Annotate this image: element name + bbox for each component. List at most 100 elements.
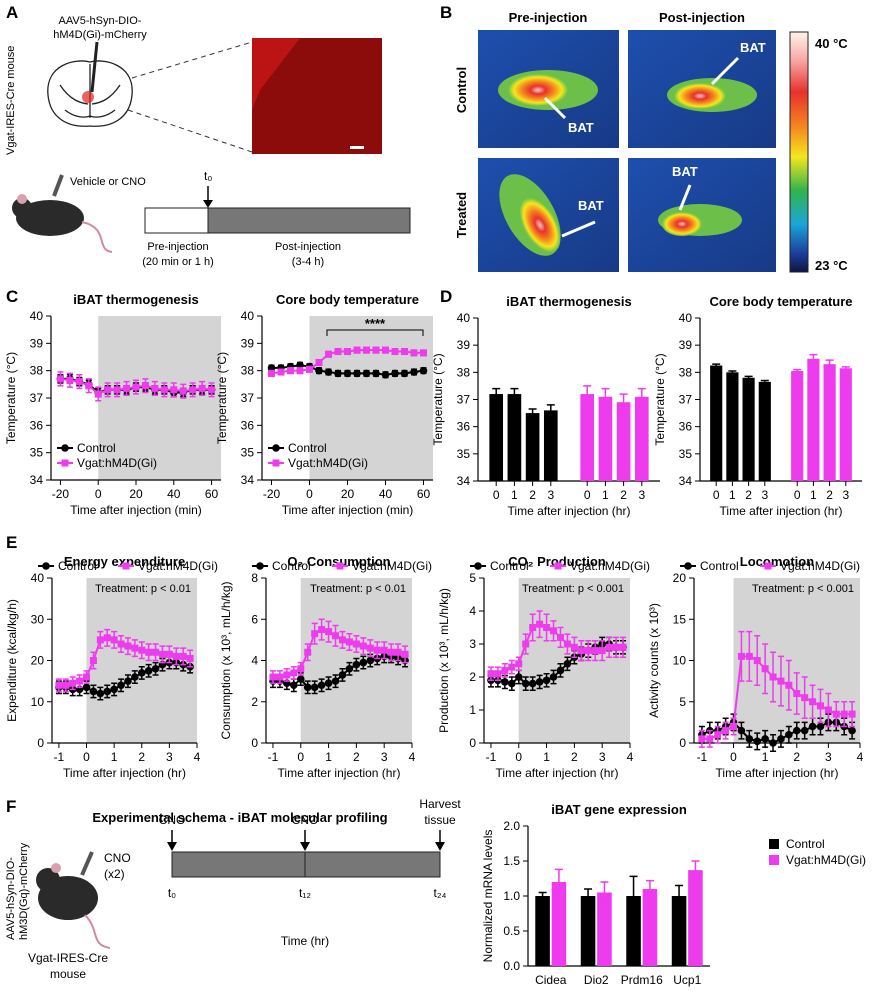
marker xyxy=(324,679,333,687)
marker xyxy=(832,710,840,718)
error-bar xyxy=(584,888,593,903)
scale-bar xyxy=(350,146,364,149)
marker xyxy=(612,643,620,651)
marker xyxy=(151,384,159,392)
marker xyxy=(287,367,294,375)
marker xyxy=(117,640,125,648)
bar xyxy=(580,394,595,481)
bar xyxy=(598,396,613,481)
marker xyxy=(816,702,824,710)
marker xyxy=(761,665,769,673)
bar xyxy=(626,896,641,966)
marker xyxy=(515,660,523,668)
bar xyxy=(616,402,631,481)
marker xyxy=(591,647,599,655)
marker xyxy=(549,673,558,681)
marker xyxy=(131,644,139,652)
marker xyxy=(113,386,121,394)
y-tick-label: 3 xyxy=(469,637,476,651)
marker xyxy=(96,636,104,644)
row-label: Treated xyxy=(454,192,469,238)
x-tick-label: Prdm16 xyxy=(621,973,663,987)
marker xyxy=(785,730,793,739)
y-tick-label: 0 xyxy=(37,736,44,750)
y-tick-label: 15 xyxy=(673,612,687,626)
x-axis-label: Time after injection (hr) xyxy=(716,766,839,780)
arrow-head xyxy=(203,200,213,208)
marker xyxy=(848,726,856,735)
y-tick-label: 35 xyxy=(679,447,693,461)
x-tick-label: 1 xyxy=(111,750,118,764)
error-bar xyxy=(645,879,654,898)
y-axis-label: Expenditure (kcal/kg/h) xyxy=(5,599,19,722)
marker xyxy=(420,349,427,357)
marker xyxy=(410,368,418,376)
marker xyxy=(605,643,613,651)
marker xyxy=(793,690,801,697)
legend-marker xyxy=(336,562,344,570)
cno-label: CNO xyxy=(104,851,131,865)
marker xyxy=(373,646,381,654)
error-bar xyxy=(538,891,547,900)
marker xyxy=(137,669,146,677)
bar xyxy=(543,410,558,481)
marker xyxy=(840,710,848,718)
marker xyxy=(189,386,197,394)
bar xyxy=(507,394,522,481)
marker xyxy=(722,727,730,735)
panel-label: A xyxy=(6,3,18,22)
y-tick-label: 35 xyxy=(30,446,44,460)
marker xyxy=(824,706,832,714)
y-axis-label: Temperature (°C) xyxy=(215,352,229,444)
marker xyxy=(508,663,516,671)
marker xyxy=(290,669,298,677)
marker xyxy=(737,726,746,735)
x-tick-label: 3 xyxy=(166,750,173,764)
x-tick-label: Dio2 xyxy=(584,973,609,987)
chart-title: O₂ Consumption xyxy=(287,554,390,569)
time-label: t₂₄ xyxy=(434,886,447,900)
y-tick-label: 34 xyxy=(241,473,255,487)
error-bar xyxy=(601,387,610,405)
bar xyxy=(489,394,504,481)
legend-label: Control xyxy=(700,559,739,573)
marker xyxy=(117,681,125,690)
x-tick-label: 4 xyxy=(857,750,864,764)
x-tick-label: 0 xyxy=(297,750,304,764)
legend-marker xyxy=(61,459,69,467)
marker xyxy=(359,658,368,667)
timeline-pre xyxy=(144,207,209,234)
event-label: CNO xyxy=(292,813,319,827)
marker xyxy=(401,650,409,658)
y-tick-label: 38 xyxy=(30,364,44,378)
marker xyxy=(730,723,738,730)
y-tick-label: 37 xyxy=(679,393,693,407)
error-bar xyxy=(554,868,563,895)
x-tick-label: 1 xyxy=(810,488,817,502)
x-tick-label: 1 xyxy=(511,488,518,502)
marker xyxy=(745,652,753,660)
pre-label: Pre-injection xyxy=(147,241,208,253)
marker xyxy=(522,640,530,648)
y-axis-label: Activity counts (x 10³) xyxy=(647,603,661,718)
marker xyxy=(296,675,305,683)
y-tick-label: 40 xyxy=(30,309,44,323)
marker xyxy=(315,366,323,375)
panel-label: C xyxy=(6,287,18,306)
marker xyxy=(380,646,388,654)
legend-label: Vgat:hM4D(Gi) xyxy=(352,559,432,573)
schema-bar xyxy=(171,851,441,878)
marker xyxy=(753,737,762,746)
x-tick-label: 0 xyxy=(306,487,313,501)
marker xyxy=(334,348,342,356)
y-axis-label: Production (x 10³, mL/h/kg) xyxy=(437,588,451,733)
marker xyxy=(745,735,754,743)
x-tick-label: -1 xyxy=(54,750,65,764)
bar xyxy=(742,377,755,481)
bat-arrows xyxy=(543,56,740,238)
bar xyxy=(710,365,723,481)
marker xyxy=(165,650,173,658)
x-tick-label: 1 xyxy=(762,750,769,764)
marker xyxy=(145,648,153,656)
y-tick-label: 35 xyxy=(241,446,255,460)
